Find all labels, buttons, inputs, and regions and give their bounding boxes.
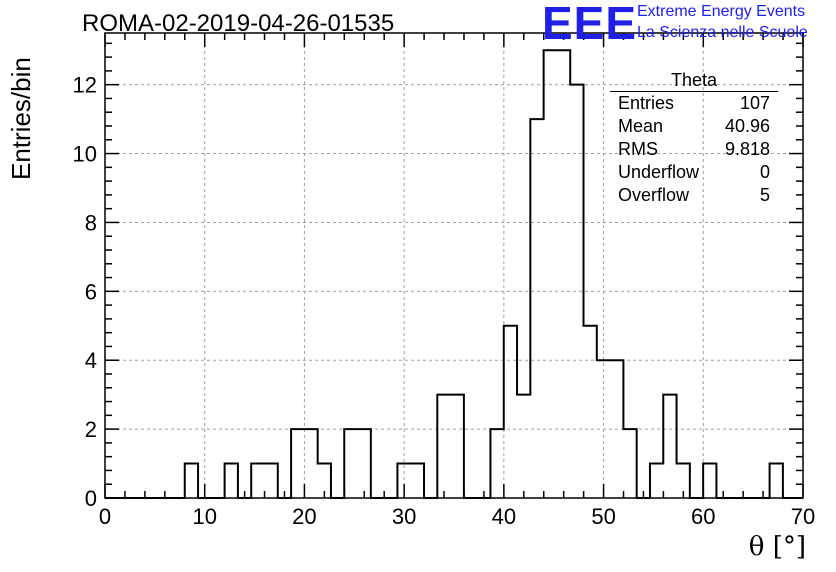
stats-box: Theta Entries 107 Mean 40.96 RMS 9.818 U… <box>610 70 778 207</box>
y-tick-label: 0 <box>85 486 97 511</box>
chart-title: ROMA-02-2019-04-26-01535 <box>82 10 395 37</box>
histogram-bar <box>344 429 357 498</box>
histogram-bar <box>703 464 716 498</box>
y-tick-label: 10 <box>73 142 97 167</box>
stats-value: 9.818 <box>724 139 770 159</box>
histogram-bar <box>663 395 676 498</box>
brand-line-2: La Scienza nelle Scuole <box>637 24 808 41</box>
x-tick-label: 50 <box>591 504 615 529</box>
x-tick-label: 60 <box>691 504 715 529</box>
x-tick-label: 0 <box>99 504 111 529</box>
histogram-bar <box>504 326 517 498</box>
histogram-bar <box>544 50 557 498</box>
histogram-bar <box>650 464 663 498</box>
histogram-bar <box>358 429 371 498</box>
histogram-bar <box>437 395 450 498</box>
histogram-bar <box>530 119 543 498</box>
histogram-bar <box>623 429 636 498</box>
axis-ticks <box>104 33 804 499</box>
y-tick-label: 8 <box>85 210 97 235</box>
stats-label: Entries <box>618 93 675 113</box>
stats-row-mean: Mean 40.96 <box>610 115 778 138</box>
stats-value: 40.96 <box>724 116 770 136</box>
histogram-bar <box>411 464 424 498</box>
y-axis-label: Entries/bin <box>6 57 36 180</box>
eee-logo: EEE <box>542 0 638 49</box>
plot-border <box>104 32 804 499</box>
histogram-bar <box>225 464 238 498</box>
histogram-bar <box>291 429 304 498</box>
x-tick-label: 70 <box>791 504 815 529</box>
histogram-bar <box>490 429 503 498</box>
histogram-bar <box>251 464 264 498</box>
stats-row-overflow: Overflow 5 <box>610 184 778 207</box>
brand-line-1: Extreme Energy Events <box>637 3 806 20</box>
stats-row-rms: RMS 9.818 <box>610 138 778 161</box>
y-tick-label: 6 <box>85 279 97 304</box>
y-tick-label: 12 <box>73 73 97 98</box>
histogram-bar <box>557 50 570 498</box>
stats-value: 5 <box>759 185 770 205</box>
y-tick-label: 4 <box>85 348 97 373</box>
x-axis-label: θ [°] <box>748 532 806 562</box>
stats-label: RMS <box>618 139 658 159</box>
stats-title: Theta <box>610 70 778 92</box>
stats-row-entries: Entries 107 <box>610 92 778 115</box>
histogram-bar <box>770 464 783 498</box>
plot-frame <box>104 32 804 499</box>
stats-value: 0 <box>759 162 770 182</box>
histogram-bar <box>304 429 317 498</box>
histogram-bar <box>584 326 597 498</box>
histogram-bar <box>265 464 278 498</box>
x-tick-label: 40 <box>492 504 516 529</box>
stats-label: Mean <box>618 116 664 136</box>
stats-row-underflow: Underflow 0 <box>610 161 778 184</box>
stats-value: 107 <box>739 93 770 113</box>
x-tick-label: 30 <box>392 504 416 529</box>
y-tick-label: 2 <box>85 417 97 442</box>
x-tick-label: 20 <box>292 504 316 529</box>
grid-lines <box>105 33 803 498</box>
histogram-bar <box>451 395 464 498</box>
histogram-bar <box>517 395 530 498</box>
stats-label: Overflow <box>618 185 690 205</box>
histogram-bar <box>185 464 198 498</box>
x-tick-label: 10 <box>192 504 216 529</box>
stats-label: Underflow <box>618 162 700 182</box>
